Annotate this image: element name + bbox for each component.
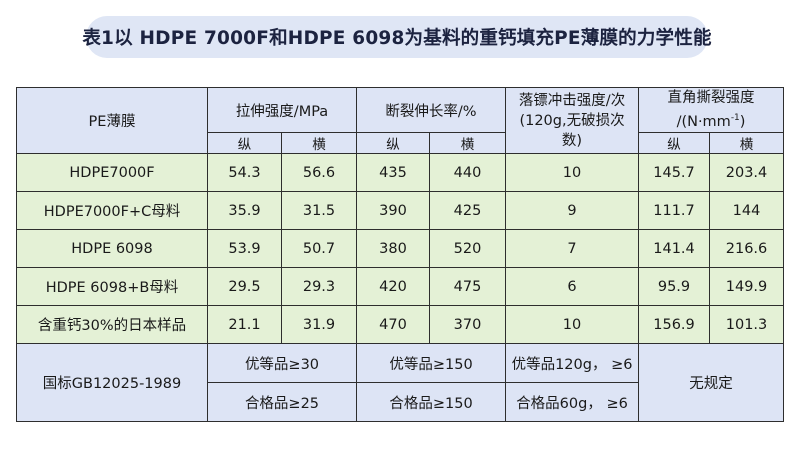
tear-td: 144 xyxy=(709,191,785,230)
dart-impact: 10 xyxy=(505,153,640,192)
tear-md: 141.4 xyxy=(638,229,711,268)
tensile-td: 31.5 xyxy=(281,191,357,230)
standard-row-superior: 国标GB12025-1989 优等品≥30 优等品≥150 优等品120g， ≥… xyxy=(16,343,785,422)
elong-td: 425 xyxy=(428,191,507,230)
sample-name: HDPE7000F xyxy=(16,153,208,192)
tear-md: 111.7 xyxy=(638,191,711,230)
elong-td: 475 xyxy=(428,267,507,306)
elong-md: 390 xyxy=(356,191,430,230)
subheader-row: 纵 横 纵 横 纵 横 xyxy=(17,132,785,154)
tensile-md: 21.1 xyxy=(207,305,282,344)
standard-dart-qualified: 合格品60g， ≥6 xyxy=(505,382,640,422)
header-tear-line1: 直角撕裂强度 xyxy=(667,90,755,107)
header-dart-line1: 落镖冲击强度/次 xyxy=(518,92,626,109)
tensile-td: 50.7 xyxy=(281,229,357,268)
elong-md: 470 xyxy=(356,305,430,344)
dart-impact: 7 xyxy=(505,229,640,268)
tensile-md: 35.9 xyxy=(207,191,282,230)
subheader-tear-md: 纵 xyxy=(638,132,711,154)
subheader-tear-td: 横 xyxy=(709,132,785,154)
standard-elong-qualified: 合格品≥150 xyxy=(355,382,507,422)
dart-impact: 9 xyxy=(505,191,640,230)
standard-dart-superior: 优等品120g， ≥6 xyxy=(505,343,640,383)
header-tensile: 拉伸强度/MPa xyxy=(207,87,357,133)
tensile-md: 29.5 xyxy=(207,267,282,306)
tensile-td: 56.6 xyxy=(281,153,357,192)
tear-td: 149.9 xyxy=(709,267,785,306)
standard-row-qualified: 合格品≥25 合格品≥150 合格品60g， ≥6 xyxy=(17,382,784,422)
tear-md: 156.9 xyxy=(638,305,711,344)
tensile-md: 54.3 xyxy=(207,153,282,192)
tensile-td: 31.9 xyxy=(281,305,357,344)
tear-td: 216.6 xyxy=(709,229,785,268)
header-elongation: 断裂伸长率/% xyxy=(355,87,507,133)
elong-td: 520 xyxy=(428,229,507,268)
standard-elong-superior: 优等品≥150 xyxy=(355,343,507,383)
dart-impact: 6 xyxy=(505,267,640,306)
sample-name: HDPE 6098 xyxy=(16,229,208,268)
tear-md: 95.9 xyxy=(638,267,711,306)
header-tear-line2: /(N·mm-1) xyxy=(676,113,746,130)
tear-td: 203.4 xyxy=(709,153,785,192)
table-row: HDPE7000F+C母料 35.9 31.5 390 425 9 111.7 … xyxy=(16,191,785,230)
header-tear: 直角撕裂强度 /(N·mm-1) xyxy=(638,87,785,133)
standard-tensile-qualified: 合格品≥25 xyxy=(207,382,357,422)
tensile-md: 53.9 xyxy=(207,229,282,268)
table-row: 含重钙30%的日本样品 21.1 31.9 470 370 10 156.9 1… xyxy=(16,305,785,344)
subheader-tensile-td: 横 xyxy=(281,132,357,154)
tear-td: 101.3 xyxy=(709,305,785,344)
elong-td: 370 xyxy=(428,305,507,344)
elong-md: 380 xyxy=(356,229,430,268)
table-title: 表1以 HDPE 7000F和HDPE 6098为基料的重钙填充PE薄膜的力学性… xyxy=(82,16,711,58)
header-row: PE薄膜 拉伸强度/MPa 断裂伸长率/% 落镖冲击强度/次 (120g,无破损… xyxy=(16,87,785,154)
elong-td: 440 xyxy=(428,153,507,192)
elong-md: 420 xyxy=(356,267,430,306)
tear-md: 145.7 xyxy=(638,153,711,192)
subheader-tensile-md: 纵 xyxy=(207,132,282,154)
subheader-elong-td: 横 xyxy=(428,132,507,154)
subheader-elong-md: 纵 xyxy=(356,132,430,154)
table-row: HDPE 6098 53.9 50.7 380 520 7 141.4 216.… xyxy=(16,229,785,268)
dart-impact: 10 xyxy=(505,305,640,344)
sample-name: HDPE7000F+C母料 xyxy=(16,191,208,230)
standard-tear: 无规定 xyxy=(638,343,785,422)
sample-name: 含重钙30%的日本样品 xyxy=(16,305,208,344)
standard-name: 国标GB12025-1989 xyxy=(16,343,208,422)
header-dart-impact: 落镖冲击强度/次 (120g,无破损次 数) xyxy=(505,87,640,154)
table-row: HDPE 6098+B母料 29.5 29.3 420 475 6 95.9 1… xyxy=(16,267,785,306)
table-row: HDPE7000F 54.3 56.6 435 440 10 145.7 203… xyxy=(16,153,785,192)
sample-name: HDPE 6098+B母料 xyxy=(16,267,208,306)
standard-tensile-superior: 优等品≥30 xyxy=(207,343,357,383)
header-dart-line2: (120g,无破损次 xyxy=(519,112,625,129)
header-film: PE薄膜 xyxy=(16,87,208,154)
header-dart-line3: 数) xyxy=(561,132,583,149)
tensile-td: 29.3 xyxy=(281,267,357,306)
performance-table: PE薄膜 拉伸强度/MPa 断裂伸长率/% 落镖冲击强度/次 (120g,无破损… xyxy=(16,87,785,422)
elong-md: 435 xyxy=(356,153,430,192)
